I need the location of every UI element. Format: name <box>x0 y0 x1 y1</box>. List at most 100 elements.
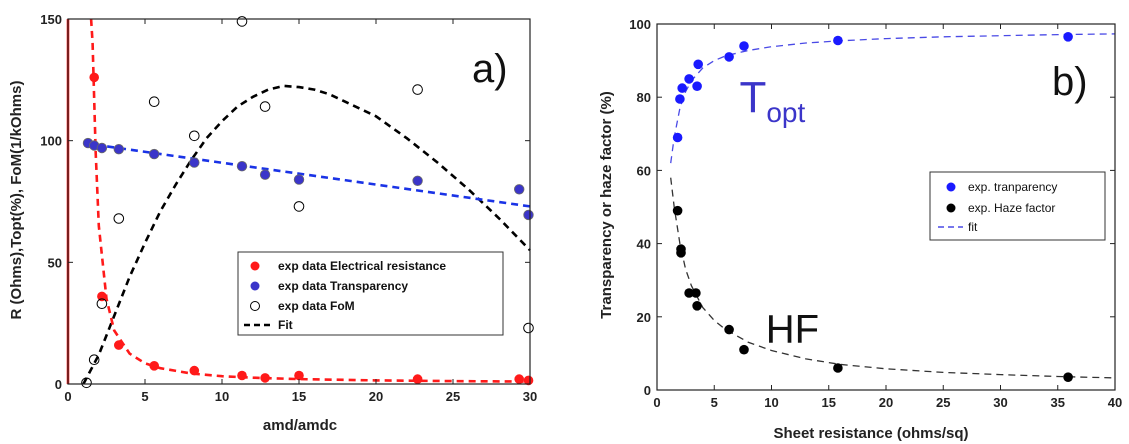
b-legend: exp. tranparency exp. Haze factor fit <box>929 171 1106 241</box>
a-x-tick-label: 20 <box>369 389 383 404</box>
b-data-point-s0-4 <box>692 81 702 91</box>
a-data-point-s1-3 <box>113 143 125 155</box>
a-data-point-s2-6 <box>236 16 248 27</box>
a-data-point-s0-6 <box>260 373 270 383</box>
a-y-ticks: 0 50 100 150 <box>40 12 530 392</box>
a-data-point-s1-2 <box>96 142 108 154</box>
b-x-tick-label: 15 <box>822 395 836 410</box>
a-data-point-s0-2 <box>114 340 124 350</box>
a-series-line-3 <box>82 84 531 385</box>
b-x-tick-label: 0 <box>653 395 660 410</box>
b-legend-marker-transparency <box>946 182 956 192</box>
a-data-point-s2-5 <box>189 130 200 142</box>
b-data-point-s0-1 <box>675 94 685 104</box>
a-data-point-s0-0 <box>89 72 99 83</box>
a-data-point-s1-11 <box>523 209 534 221</box>
b-data-point-s1-3 <box>684 288 694 298</box>
b-series-line-3 <box>670 177 1116 379</box>
a-series-line-4 <box>89 18 531 383</box>
b-x-tick-label: 30 <box>993 395 1007 410</box>
a-data-point-s2-8 <box>293 201 305 212</box>
b-data-point-s0-9 <box>1063 32 1073 42</box>
a-data-point-s2-1 <box>88 354 100 366</box>
a-x-tick-label: 0 <box>64 389 71 404</box>
b-panel-label: b) <box>1052 60 1088 104</box>
b-series-line-2 <box>670 33 1116 164</box>
b-data-point-s0-0 <box>672 132 683 143</box>
a-x-tick-label: 30 <box>523 389 537 404</box>
b-y-ticks: 0 20 40 60 80 100 <box>629 17 1115 398</box>
a-data-point-s2-2 <box>96 298 108 310</box>
a-y-axis-label: R (Ohms),Topt(%), FoM(1/kOhms) <box>8 81 25 320</box>
b-data-point-s0-2 <box>677 83 687 93</box>
b-data-point-s0-6 <box>724 52 734 62</box>
a-data-points <box>81 16 534 389</box>
b-x-tick-label: 25 <box>936 395 950 410</box>
panel-b: 0 5 10 15 20 25 30 35 40 0 20 40 60 80 100 Sheet resi… <box>598 17 1122 442</box>
a-data-point-s0-10 <box>523 375 534 386</box>
b-data-point-s1-6 <box>724 324 734 335</box>
b-data-point-s0-8 <box>833 35 843 46</box>
b-x-axis-label: Sheet resistance (ohms/sq) <box>773 425 968 442</box>
a-data-point-s2-10 <box>523 322 534 334</box>
b-data-point-s0-3 <box>684 74 694 84</box>
a-data-point-s1-5 <box>189 157 200 168</box>
b-x-tick-label: 35 <box>1051 395 1065 410</box>
a-data-point-s1-8 <box>293 174 305 185</box>
b-legend-marker-haze <box>946 203 956 213</box>
a-y-tick-label: 150 <box>40 12 62 27</box>
a-data-point-s2-9 <box>412 84 423 95</box>
a-data-point-s2-4 <box>148 96 160 107</box>
a-x-axis-label: amd/amdc <box>263 417 337 434</box>
a-data-point-s1-9 <box>412 175 423 187</box>
b-legend-box <box>929 171 1106 241</box>
a-legend-transparency: exp data Transparency <box>278 279 408 293</box>
b-x-tick-label: 5 <box>711 395 718 410</box>
a-x-tick-label: 15 <box>292 389 306 404</box>
a-x-ticks: 0 5 10 15 20 25 30 <box>64 19 537 404</box>
b-x-ticks: 0 5 10 15 20 25 30 35 40 <box>653 24 1122 410</box>
a-data-point-s1-7 <box>259 169 271 180</box>
b-data-point-s0-7 <box>739 41 749 51</box>
b-y-tick-label: 0 <box>644 383 651 398</box>
a-data-point-s0-8 <box>412 374 423 384</box>
a-legend-fom: exp data FoM <box>278 299 355 313</box>
a-data-point-s2-0 <box>81 377 92 389</box>
b-data-points <box>672 32 1073 383</box>
a-x-tick-label: 25 <box>446 389 460 404</box>
b-y-tick-label: 20 <box>637 310 651 325</box>
a-data-point-s0-1 <box>97 291 107 302</box>
b-data-point-s1-8 <box>833 363 843 373</box>
b-legend-transparency: exp. tranparency <box>968 180 1057 194</box>
panel-a: 0 5 10 15 20 25 30 0 50 100 150 amd/amdc R (Ohms)… <box>8 12 537 434</box>
a-data-point-s1-6 <box>236 160 248 172</box>
b-y-axis-label: Transparency or haze factor (%) <box>598 91 615 319</box>
a-legend-fit: Fit <box>278 318 293 332</box>
b-x-tick-label: 10 <box>764 395 778 410</box>
b-data-point-s0-5 <box>693 59 703 70</box>
b-y-tick-label: 100 <box>629 17 651 32</box>
a-legend-marker-resistance <box>250 261 260 271</box>
b-annotation-topt-main: T <box>739 73 766 122</box>
a-legend: exp data Electrical resistance exp data … <box>237 251 504 336</box>
b-y-tick-label: 80 <box>637 90 651 105</box>
b-annotation-hf: HF <box>766 307 819 351</box>
b-annotation-topt-sub: opt <box>766 97 805 128</box>
a-data-point-s0-4 <box>189 365 200 376</box>
a-y-tick-label: 100 <box>40 134 62 149</box>
b-data-point-s1-4 <box>691 288 701 298</box>
b-data-point-s1-2 <box>676 248 686 258</box>
a-data-point-s2-7 <box>259 101 271 112</box>
a-legend-marker-transparency <box>250 281 260 291</box>
a-data-point-s0-3 <box>149 361 159 371</box>
a-x-tick-label: 10 <box>215 389 229 404</box>
a-legend-marker-fom <box>250 301 260 311</box>
a-panel-label: a) <box>472 47 508 91</box>
b-data-point-s1-7 <box>739 344 749 355</box>
a-data-point-s0-5 <box>237 370 247 381</box>
a-data-point-s1-4 <box>148 148 160 160</box>
a-x-tick-label: 5 <box>141 389 148 404</box>
b-legend-haze: exp. Haze factor <box>968 201 1055 215</box>
b-y-tick-label: 60 <box>637 163 651 178</box>
